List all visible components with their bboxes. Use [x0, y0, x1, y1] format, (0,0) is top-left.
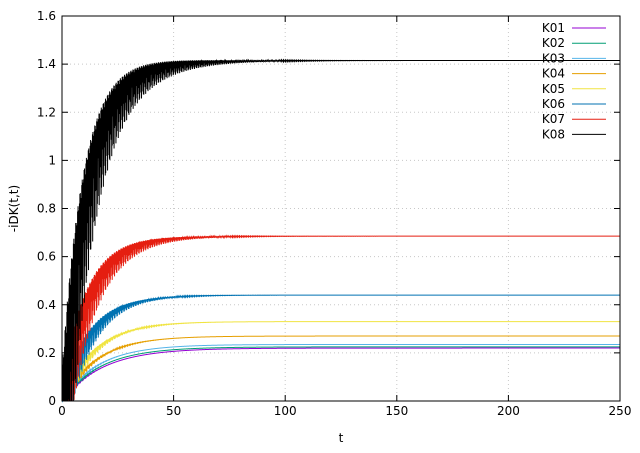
- series-line-k02: [61, 346, 620, 403]
- x-tick-label: 0: [58, 404, 66, 418]
- y-tick-label: 0.8: [37, 202, 56, 216]
- y-tick-label: 0.2: [37, 346, 56, 360]
- series-line-k06: [61, 294, 620, 402]
- legend-label-k07: K07: [542, 112, 565, 126]
- x-tick-label: 200: [497, 404, 520, 418]
- y-tick-label: 1.6: [37, 9, 56, 23]
- y-tick-label: 0: [48, 394, 56, 408]
- legend-label-k03: K03: [542, 51, 565, 65]
- y-axis-label: -iDK(t,t): [7, 185, 21, 232]
- series-line-k04: [61, 335, 620, 402]
- legend-label-k05: K05: [542, 82, 565, 96]
- series-line-k07: [61, 234, 620, 402]
- y-tick-label: 0.6: [37, 250, 56, 264]
- legend-label-k06: K06: [542, 97, 565, 111]
- x-tick-label: 100: [274, 404, 297, 418]
- legend-label-k08: K08: [542, 127, 565, 141]
- y-tick-label: 0.4: [37, 298, 56, 312]
- x-tick-label: 150: [385, 404, 408, 418]
- legend-label-k01: K01: [542, 21, 565, 35]
- y-tick-label: 1.4: [37, 57, 56, 71]
- legend-label-k02: K02: [542, 36, 565, 50]
- series-line-k03: [61, 343, 620, 403]
- series-lines: [61, 58, 620, 403]
- y-tick-label: 1: [48, 153, 56, 167]
- series-line-k05: [61, 321, 620, 402]
- y-tick-label: 1.2: [37, 105, 56, 119]
- series-line-k01: [61, 347, 620, 403]
- legend-label-k04: K04: [542, 67, 565, 81]
- series-line-k08: [61, 58, 620, 402]
- x-tick-label: 250: [609, 404, 632, 418]
- x-tick-label: 50: [166, 404, 181, 418]
- axis-ticks: 0 50 100 150 200 250 0 0.2 0.4 0.6 0.8 1 1.2 1.4 1.6: [37, 9, 632, 418]
- x-axis-label: t: [339, 431, 344, 445]
